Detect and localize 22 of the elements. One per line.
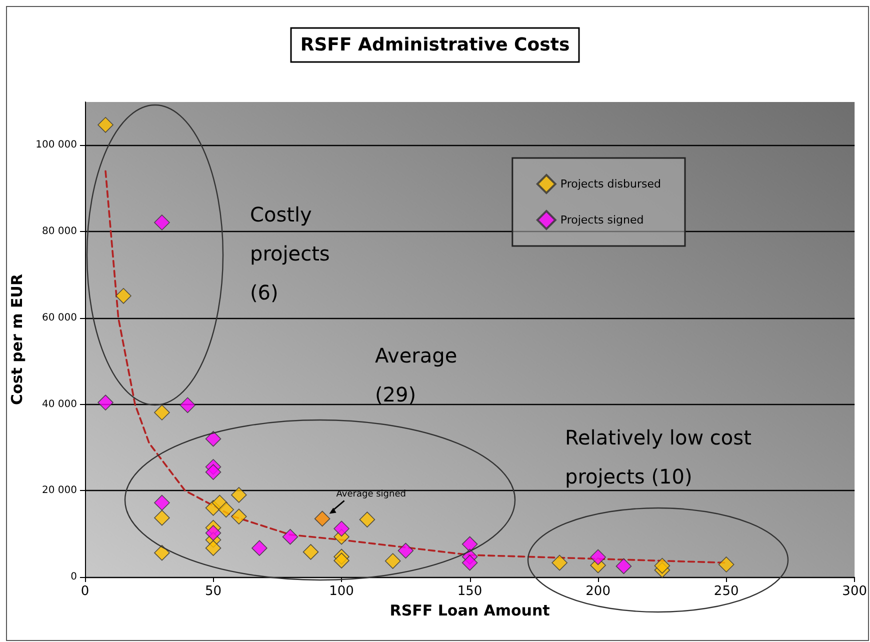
- x-tick-label: 0: [80, 584, 90, 599]
- x-tick-label: 50: [204, 584, 222, 599]
- x-axis-title: RSFF Loan Amount: [390, 602, 550, 620]
- y-tick-label: 0: [70, 572, 77, 582]
- legend-label: Projects signed: [560, 214, 644, 226]
- chart-title: RSFF Administrative Costs: [300, 34, 570, 56]
- y-tick-label: 80 000: [42, 226, 77, 238]
- y-axis-title: Cost per m EUR: [8, 274, 26, 405]
- annotation: Costly projects (6): [250, 202, 336, 304]
- y-tick-label: 60 000: [42, 312, 77, 324]
- legend-label: Projects disbursed: [560, 178, 662, 190]
- x-tick-label: 300: [842, 584, 868, 599]
- x-tick-label: 200: [586, 584, 610, 599]
- x-tick-label: 250: [714, 584, 739, 599]
- y-tick-label: 40 000: [42, 398, 77, 410]
- annotation: Average signed: [336, 490, 406, 500]
- x-tick-label: 100: [329, 584, 354, 599]
- y-tick-label: 20 000: [42, 485, 77, 496]
- y-tick-label: 100 000: [36, 140, 77, 151]
- annotation: Relatively low cost projects (10): [565, 426, 758, 488]
- x-tick-label: 150: [457, 584, 482, 599]
- annotation: Average (29): [375, 344, 464, 406]
